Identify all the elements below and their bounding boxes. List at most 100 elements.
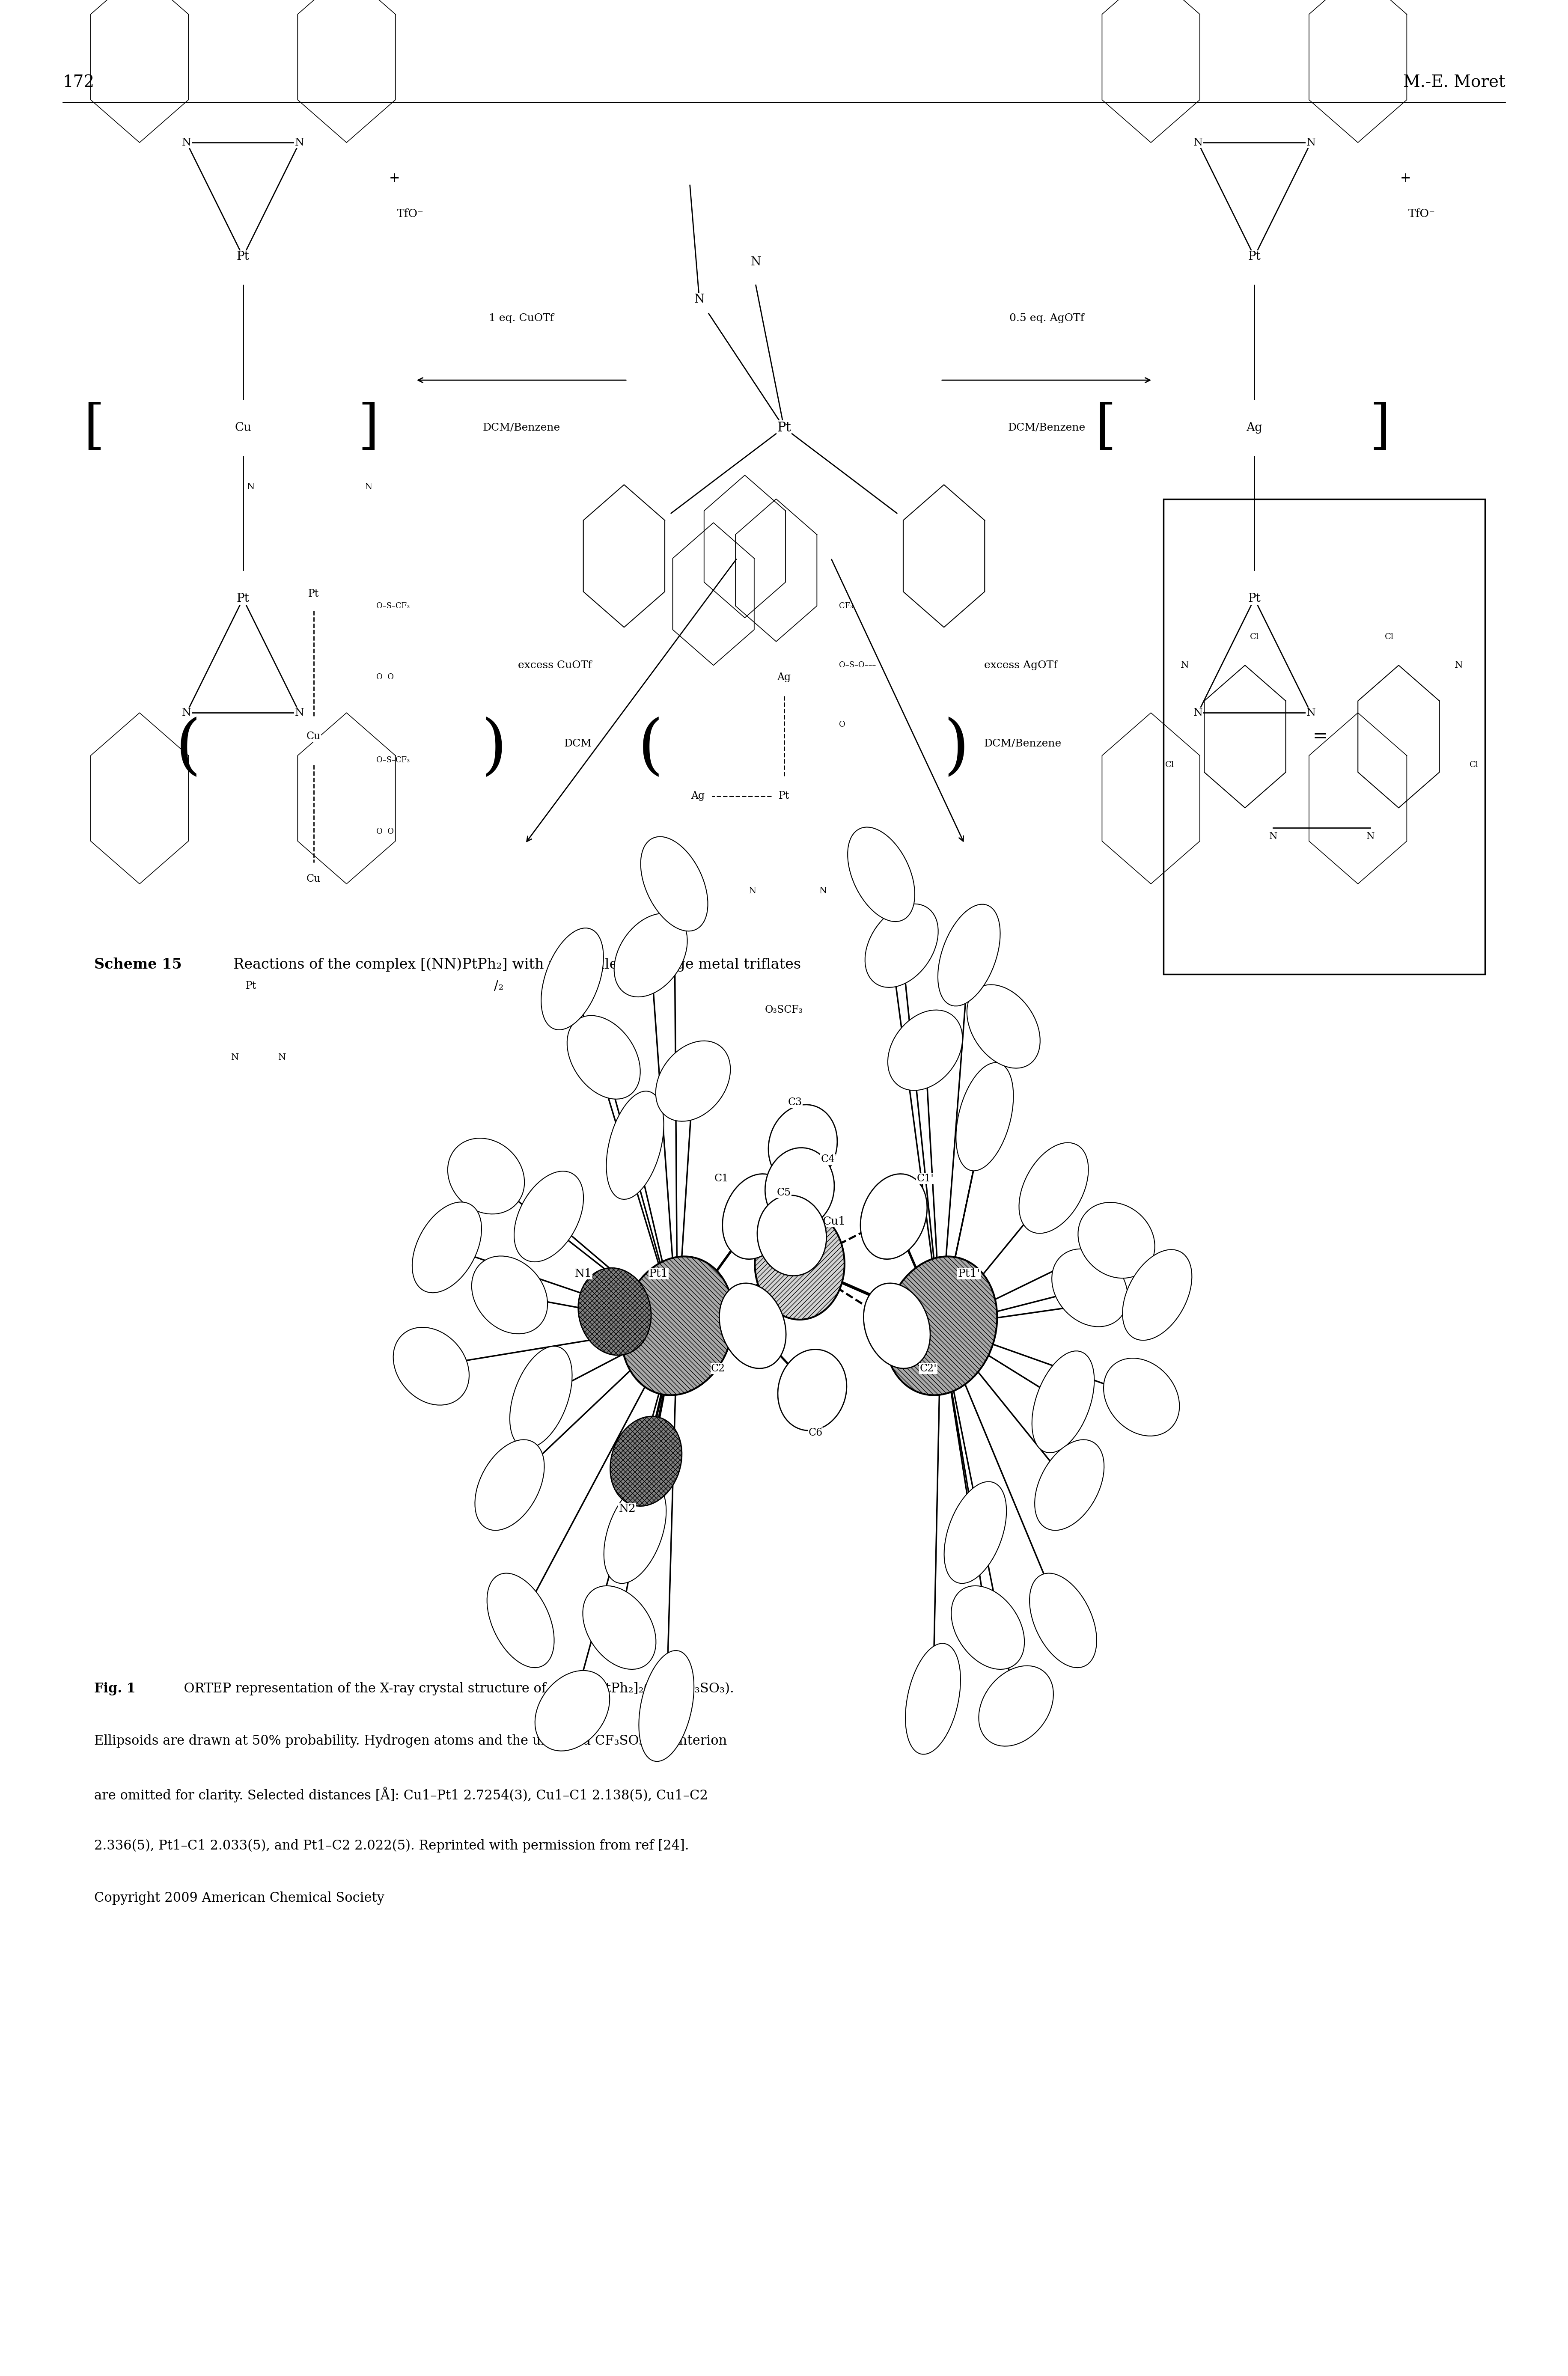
Text: excess AgOTf: excess AgOTf bbox=[985, 661, 1057, 670]
Ellipse shape bbox=[848, 827, 914, 922]
Text: /₂: /₂ bbox=[494, 979, 503, 993]
Text: C4: C4 bbox=[820, 1155, 836, 1164]
Text: N: N bbox=[279, 1053, 285, 1062]
Text: Cu1: Cu1 bbox=[823, 1217, 845, 1226]
Text: +: + bbox=[1400, 171, 1411, 185]
Text: N: N bbox=[1366, 832, 1375, 841]
Text: Pt: Pt bbox=[246, 981, 256, 991]
Text: Scheme 15: Scheme 15 bbox=[94, 958, 182, 972]
Text: N: N bbox=[1455, 661, 1463, 670]
Text: Pt: Pt bbox=[309, 589, 318, 599]
Text: ): ) bbox=[481, 718, 506, 779]
Ellipse shape bbox=[638, 1651, 695, 1761]
Text: Pt: Pt bbox=[1248, 594, 1261, 604]
Text: Copyright 2009 American Chemical Society: Copyright 2009 American Chemical Society bbox=[94, 1891, 384, 1906]
Text: ORTEP representation of the X-ray crystal structure of {[(NN)PtPh₂]₂Cu}(CF₃SO₃).: ORTEP representation of the X-ray crysta… bbox=[176, 1682, 734, 1696]
Text: N: N bbox=[295, 708, 304, 718]
Text: 0.5 eq. AgOTf: 0.5 eq. AgOTf bbox=[1010, 314, 1083, 323]
Text: Ag: Ag bbox=[691, 791, 704, 801]
Text: are omitted for clarity. Selected distances [Å]: Cu1–Pt1 2.7254(3), Cu1–C1 2.138: are omitted for clarity. Selected distan… bbox=[94, 1787, 707, 1803]
Text: O₃SCF₃: O₃SCF₃ bbox=[765, 1005, 803, 1015]
Text: Cu: Cu bbox=[235, 423, 251, 432]
Ellipse shape bbox=[956, 1062, 1013, 1171]
Text: Cl: Cl bbox=[1469, 760, 1479, 770]
Text: DCM/Benzene: DCM/Benzene bbox=[483, 423, 560, 432]
Text: [: [ bbox=[83, 402, 105, 454]
Ellipse shape bbox=[472, 1257, 547, 1333]
Text: (: ( bbox=[638, 718, 663, 779]
Ellipse shape bbox=[938, 905, 1000, 1005]
FancyBboxPatch shape bbox=[1163, 499, 1485, 974]
Text: N: N bbox=[182, 138, 191, 147]
Text: Pt: Pt bbox=[237, 594, 249, 604]
Text: N1: N1 bbox=[575, 1269, 591, 1278]
Text: TfO⁻: TfO⁻ bbox=[397, 209, 423, 219]
Text: DCM/Benzene: DCM/Benzene bbox=[985, 739, 1062, 748]
Text: C6: C6 bbox=[808, 1428, 823, 1437]
Ellipse shape bbox=[1052, 1250, 1127, 1326]
Text: Pt1: Pt1 bbox=[649, 1269, 668, 1278]
Text: N: N bbox=[1306, 708, 1316, 718]
Text: CF₃: CF₃ bbox=[839, 601, 853, 611]
Text: 1 eq. CuOTf: 1 eq. CuOTf bbox=[489, 314, 554, 323]
Text: excess CuOTf: excess CuOTf bbox=[517, 661, 591, 670]
Text: N: N bbox=[1306, 138, 1316, 147]
Text: C1: C1 bbox=[713, 1174, 729, 1183]
Ellipse shape bbox=[610, 1416, 682, 1506]
Text: ): ) bbox=[944, 718, 969, 779]
Ellipse shape bbox=[1104, 1359, 1179, 1435]
Text: Pt1': Pt1' bbox=[958, 1269, 980, 1278]
Text: N: N bbox=[1269, 832, 1278, 841]
Text: N: N bbox=[695, 295, 704, 304]
Text: C2: C2 bbox=[710, 1364, 726, 1373]
Text: N: N bbox=[182, 708, 191, 718]
Ellipse shape bbox=[944, 1483, 1007, 1582]
Text: N: N bbox=[750, 886, 756, 896]
Ellipse shape bbox=[448, 1138, 524, 1214]
Text: O  O: O O bbox=[376, 827, 394, 836]
Ellipse shape bbox=[514, 1171, 583, 1262]
Text: C3: C3 bbox=[787, 1098, 803, 1107]
Text: DCM: DCM bbox=[564, 739, 591, 748]
Text: N: N bbox=[1181, 661, 1189, 670]
Ellipse shape bbox=[905, 1644, 961, 1753]
Text: O–S–CF₃: O–S–CF₃ bbox=[376, 601, 409, 611]
Ellipse shape bbox=[866, 903, 938, 988]
Ellipse shape bbox=[655, 1041, 731, 1121]
Ellipse shape bbox=[1035, 1440, 1104, 1530]
Ellipse shape bbox=[475, 1440, 544, 1530]
Ellipse shape bbox=[541, 929, 604, 1029]
Text: Pt: Pt bbox=[779, 791, 789, 801]
Text: C2': C2' bbox=[920, 1364, 936, 1373]
Ellipse shape bbox=[778, 1350, 847, 1430]
Ellipse shape bbox=[583, 1585, 655, 1670]
Ellipse shape bbox=[1019, 1143, 1088, 1233]
Text: Cu: Cu bbox=[306, 732, 321, 741]
Ellipse shape bbox=[864, 1283, 930, 1369]
Text: TfO⁻: TfO⁻ bbox=[1408, 209, 1435, 219]
Text: C1': C1' bbox=[917, 1174, 933, 1183]
Text: N2: N2 bbox=[619, 1504, 635, 1514]
Ellipse shape bbox=[861, 1174, 927, 1259]
Text: Pt: Pt bbox=[237, 252, 249, 261]
Ellipse shape bbox=[412, 1202, 481, 1293]
Text: Ag: Ag bbox=[778, 672, 790, 682]
Text: /n: /n bbox=[956, 979, 969, 993]
Text: 2.336(5), Pt1–C1 2.033(5), and Pt1–C2 2.022(5). Reprinted with permission from r: 2.336(5), Pt1–C1 2.033(5), and Pt1–C2 2.… bbox=[94, 1839, 688, 1853]
Text: Ag: Ag bbox=[1247, 423, 1262, 432]
Text: ]: ] bbox=[358, 402, 379, 454]
Text: Pt: Pt bbox=[778, 421, 790, 435]
Text: N: N bbox=[232, 1053, 238, 1062]
Text: O–S–CF₃: O–S–CF₃ bbox=[376, 756, 409, 765]
Text: [: [ bbox=[1094, 402, 1116, 454]
Ellipse shape bbox=[579, 1269, 651, 1354]
Text: 172: 172 bbox=[63, 74, 94, 90]
Text: +: + bbox=[389, 171, 400, 185]
Ellipse shape bbox=[978, 1666, 1054, 1746]
Text: =: = bbox=[1312, 727, 1328, 746]
Ellipse shape bbox=[1079, 1202, 1154, 1278]
Ellipse shape bbox=[884, 1257, 997, 1395]
Text: Pt: Pt bbox=[1248, 252, 1261, 261]
Ellipse shape bbox=[757, 1195, 826, 1276]
Ellipse shape bbox=[568, 1015, 640, 1100]
